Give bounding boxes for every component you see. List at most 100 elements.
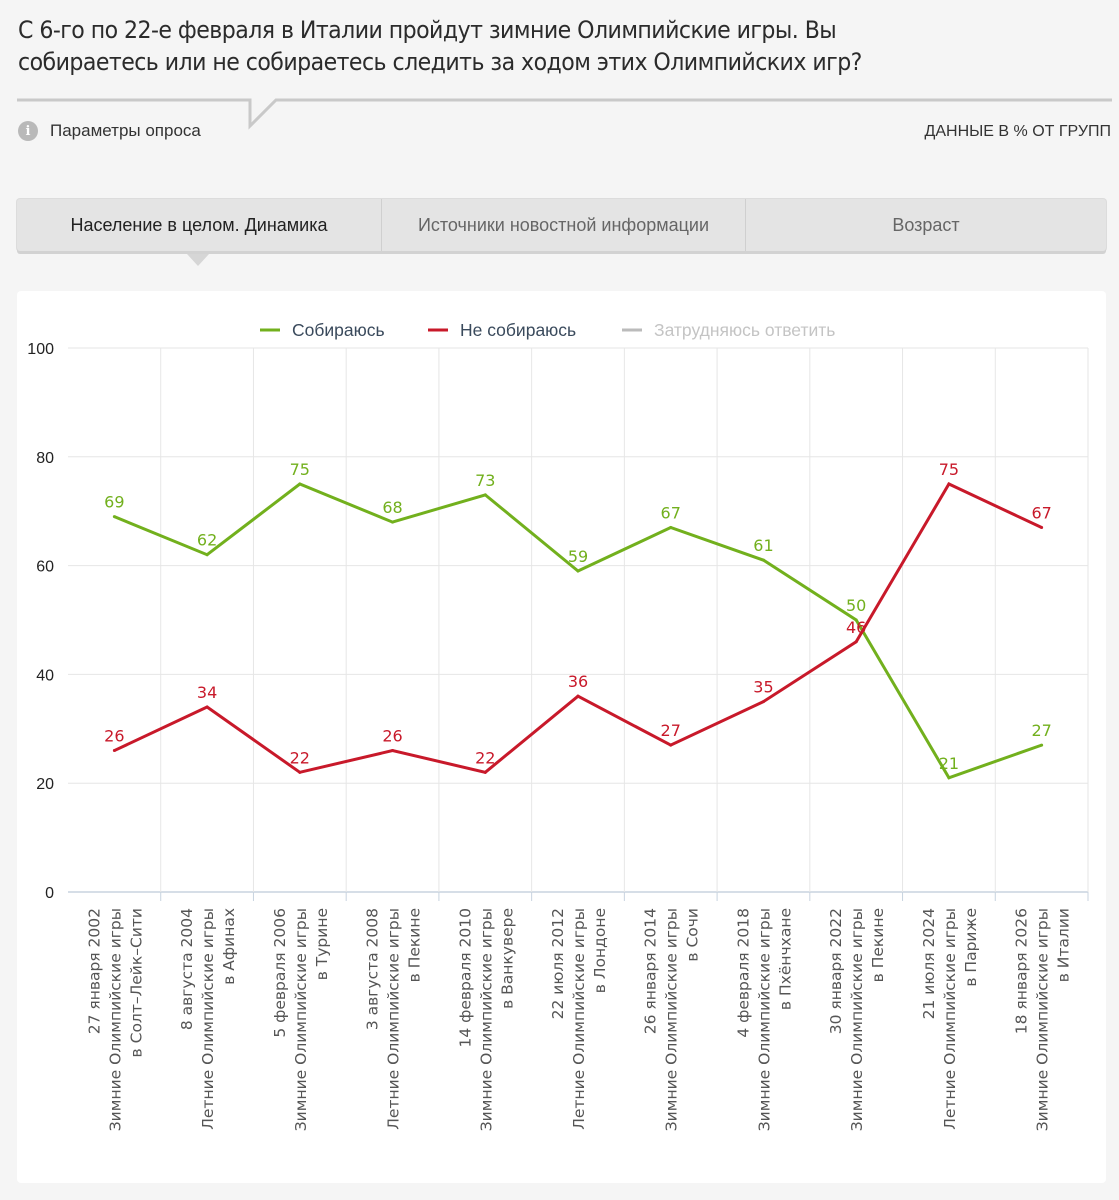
tab-bar: Население в целом. Динамика Источники но… [17,199,1106,251]
x-tick-label: 5 февраля 2006 Зимние Олимпийские игры в Т… [271,908,331,1131]
x-tick-label-line: Зимние Олимпийские игры [1034,908,1052,1131]
data-point [947,482,951,486]
data-label: 22 [475,748,495,767]
data-point [391,520,395,524]
x-tick-label: 18 января 2026 Зимние Олимпийские игры в И… [1013,908,1073,1131]
active-tab-pointer [187,254,209,266]
x-tick-label: 30 января 2022 Зимние Олимпийские игры в П… [827,908,887,1131]
x-tick-label-line: в Турине [313,908,331,980]
data-point [669,526,673,530]
x-tick-label-line: в Лондоне [591,908,609,993]
data-label: 26 [104,727,124,746]
data-label: 61 [753,536,773,555]
info-icon: i [18,121,38,141]
data-label: 59 [568,547,588,566]
x-tick-label: 8 августа 2004 Летние Олимпийские игры в А… [178,908,238,1130]
x-tick-label-line: Зимние Олимпийские игры [106,908,124,1131]
y-tick-label: 40 [36,667,54,684]
data-point [854,618,858,622]
data-note: ДАННЫЕ В % ОТ ГРУПП [924,123,1112,140]
data-label: 68 [382,498,402,517]
data-point [576,694,580,698]
x-tick-label-line: 5 февраля 2006 [271,908,289,1038]
x-tick-label-line: 26 января 2014 [642,908,660,1034]
data-point [947,776,951,780]
data-point [761,700,765,704]
chart-card: 0 20 40 60 80 100 27 января 2002 Зимние Олимпий… [17,291,1106,1183]
x-tick-label-line: 4 февраля 2018 [734,908,752,1038]
data-label: 34 [197,683,217,702]
x-tick-label-line: Зимние Олимпийские игры [755,908,773,1131]
data-label: 22 [290,748,310,767]
x-tick-label-line: Летние Олимпийские игры [570,908,588,1130]
x-tick-label-line: в Солт–Лейк–Сити [127,908,145,1057]
x-tick-label-line: 8 августа 2004 [178,908,196,1030]
data-point [761,558,765,562]
x-tick-label-line: Зимние Олимпийские игры [848,908,866,1131]
x-tick-label-line: в Пхёнчхане [776,908,794,1010]
data-label: 50 [846,596,866,615]
x-tick-label: 3 августа 2008 Летние Олимпийские игры в П… [364,908,424,1130]
data-label: 73 [475,471,495,490]
x-tick-label: 22 июля 2012 Летние Олимпийские игры в Лон… [549,908,609,1130]
data-point [483,770,487,774]
x-tick-label-line: 18 января 2026 [1013,908,1031,1034]
x-tick-label-line: в Сочи [684,908,702,962]
data-point [854,640,858,644]
survey-params-link[interactable]: i Параметры опроса [18,121,201,141]
data-label: 75 [290,460,310,479]
x-tick-label-line: 21 июля 2024 [920,908,938,1019]
data-point [1040,526,1044,530]
x-tick-label-line: 3 августа 2008 [364,908,382,1030]
data-label: 27 [661,721,681,740]
x-tick-label-line: в Ванкувере [498,908,516,1009]
tab-age[interactable]: Возраст [745,199,1106,251]
x-tick-label-line: в Пекине [406,908,424,982]
x-tick-label-line: Зимние Олимпийские игры [292,908,310,1131]
legend-item[interactable]: Затрудняюсь ответить [654,320,835,340]
data-label: 21 [939,754,959,773]
x-tick-label-line: 14 февраля 2010 [456,908,474,1048]
data-label: 67 [1031,504,1051,523]
x-tick-label-line: Зимние Олимпийские игры [477,908,495,1131]
data-label: 35 [753,678,773,697]
x-tick-label: 26 января 2014 Зимние Олимпийские игры в С… [642,908,702,1131]
x-tick-label-line: Зимние Олимпийские игры [663,908,681,1131]
x-tick-label-line: Летние Олимпийские игры [385,908,403,1130]
data-point [298,770,302,774]
x-tick-label-line: в Пекине [869,908,887,982]
data-point [669,743,673,747]
data-point [205,553,209,557]
x-tick-label: 27 января 2002 Зимние Олимпийские игры в С… [85,908,145,1131]
y-tick-label: 60 [36,559,54,576]
data-point [483,493,487,497]
data-point [1040,743,1044,747]
header-divider [17,98,1112,130]
tab-news-sources[interactable]: Источники новостной информации [381,199,745,251]
x-tick-label-line: 27 января 2002 [85,908,103,1034]
data-point [576,569,580,573]
tab-population-dynamics[interactable]: Население в целом. Динамика [70,214,328,235]
y-tick-label: 80 [36,450,54,467]
x-tick-label-line: 30 января 2022 [827,908,845,1034]
data-point [391,749,395,753]
y-tick-label: 20 [36,776,54,793]
question-line-1: С 6-го по 22-е февраля в Италии пройдут … [18,16,837,44]
data-point [205,705,209,709]
data-label: 62 [197,531,217,550]
legend-item[interactable]: Собираюсь [292,320,385,340]
data-point [298,482,302,486]
question-title: С 6-го по 22-е февраля в Италии пройдут … [18,14,1021,78]
y-tick-label: 0 [45,885,54,902]
x-tick-label-line: в Афинах [220,908,238,985]
x-tick-label: 21 июля 2024 Летние Олимпийские игры в Пар… [920,908,980,1130]
x-tick-label-line: в Париже [962,908,980,987]
data-point [112,749,116,753]
x-tick-label-line: Летние Олимпийские игры [199,908,217,1130]
data-label: 27 [1031,721,1051,740]
legend-item[interactable]: Не собираюсь [460,320,576,340]
data-label: 75 [939,460,959,479]
y-tick-label: 100 [27,341,54,358]
data-label: 69 [104,493,124,512]
